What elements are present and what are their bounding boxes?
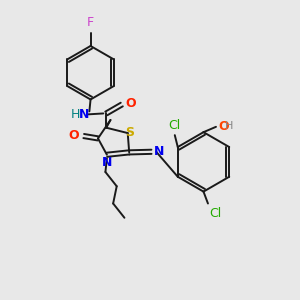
Text: H: H: [225, 121, 233, 131]
Text: Cl: Cl: [169, 118, 181, 132]
Text: O: O: [125, 97, 136, 110]
Text: O: O: [218, 120, 229, 133]
Text: H: H: [71, 108, 80, 121]
Text: F: F: [87, 16, 94, 29]
Text: O: O: [69, 129, 79, 142]
Text: N: N: [154, 145, 164, 158]
Text: Cl: Cl: [209, 207, 222, 220]
Text: N: N: [79, 108, 89, 121]
Text: N: N: [102, 156, 112, 169]
Text: S: S: [125, 126, 134, 139]
